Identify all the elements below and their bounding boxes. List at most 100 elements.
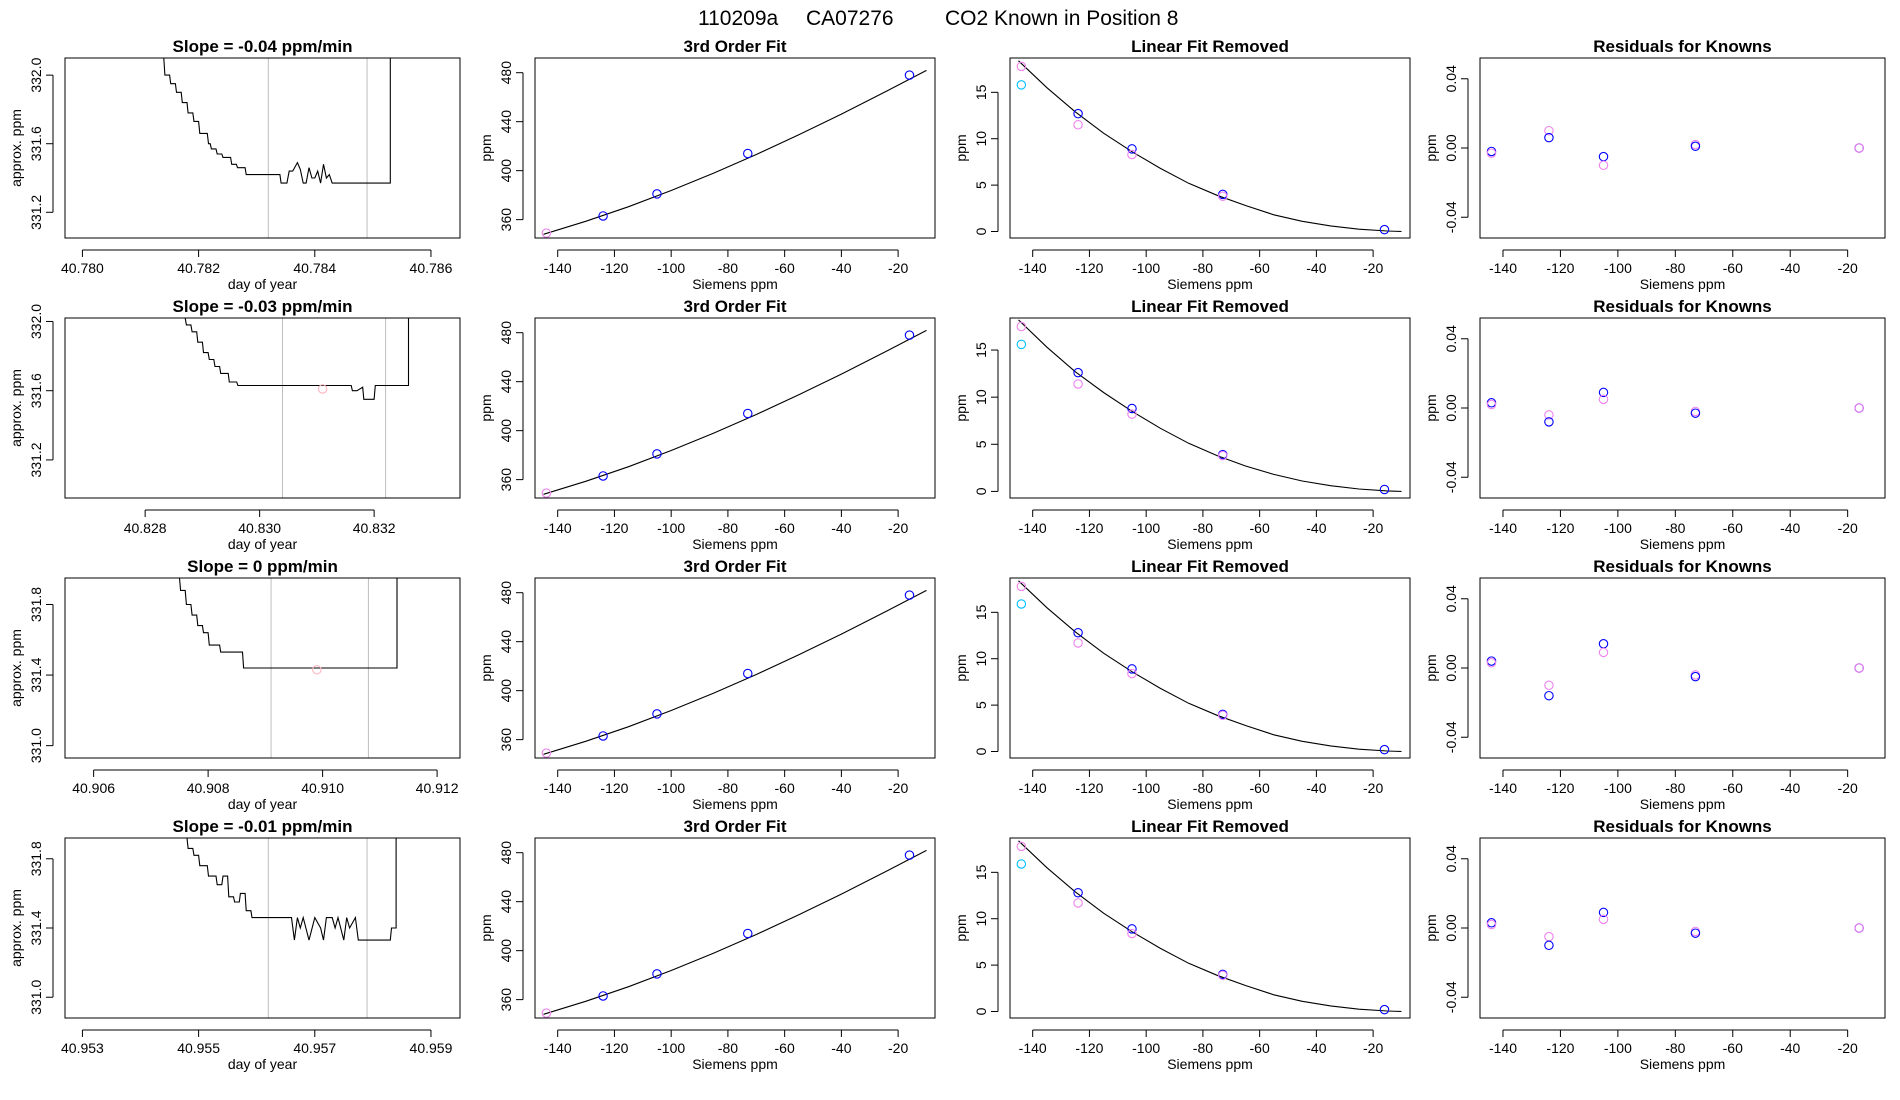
x-tick-label: -80 — [718, 780, 738, 796]
data-point — [1544, 680, 1554, 691]
x-axis-label: Siemens ppm — [692, 1056, 778, 1072]
x-axis-label: Siemens ppm — [1167, 796, 1253, 812]
x-tick-label: -100 — [1132, 520, 1160, 536]
y-tick-label: 0.04 — [1443, 65, 1459, 92]
data-point — [1486, 658, 1497, 668]
chart-panel-r3c2: 3rd Order Fit -140 -120 -100 -80 -60 -40 -20 Sie… — [478, 557, 936, 812]
y-tick-label: 10 — [973, 911, 989, 927]
x-axis: -140 -120 -100 -80 -60 -40 -20 Siemens ppm — [1489, 509, 1858, 552]
y-tick-label: 480 — [498, 581, 514, 605]
x-tick-label: -20 — [1838, 260, 1858, 276]
y-tick-label: 331.6 — [28, 126, 44, 161]
x-tick-label: -120 — [600, 780, 628, 796]
y-tick-label: 5 — [973, 181, 989, 189]
chart-panel-r3c4: Residuals for Knowns -140 -120 -100 -80 -60 -4… — [1423, 557, 1886, 812]
x-tick-label: -140 — [544, 780, 572, 796]
data-point — [904, 590, 915, 600]
x-tick-label: -80 — [1665, 520, 1685, 536]
plot-frame — [64, 837, 461, 1019]
y-tick-label: 15 — [973, 864, 989, 880]
x-axis: -140 -120 -100 -80 -60 -40 -20 Siemens ppm — [1489, 1029, 1858, 1072]
y-tick-label: 360 — [498, 728, 514, 752]
x-tick-label: 40.782 — [177, 260, 220, 276]
x-tick-label: 40.832 — [353, 520, 396, 536]
x-tick-label: -80 — [718, 260, 738, 276]
data-point — [1854, 923, 1864, 933]
x-axis: 40.828 40.830 40.832 day of year — [124, 509, 396, 552]
y-axis: 331.2 331.6 332.0 approx. ppm — [8, 57, 54, 230]
y-tick-label: 332.0 — [28, 304, 44, 339]
y-tick-label: -0.04 — [1443, 981, 1459, 1013]
panel-title: Slope = -0.03 ppm/min — [173, 297, 353, 316]
data-point — [1073, 887, 1083, 898]
y-axis: 0 5 10 15 ppm — [953, 342, 999, 495]
panel-title: Slope = 0 ppm/min — [187, 557, 338, 576]
data-point — [1598, 387, 1609, 398]
x-tick-label: -120 — [1075, 1040, 1103, 1056]
data-point — [1127, 403, 1137, 414]
x-tick-label: -20 — [1838, 780, 1858, 796]
data-point — [1218, 191, 1228, 201]
x-axis-label: Siemens ppm — [1640, 276, 1726, 292]
plot-area — [1016, 580, 1402, 755]
plot-frame — [1479, 837, 1886, 1019]
x-tick-label: -120 — [1546, 780, 1574, 796]
y-axis-label: ppm — [1423, 394, 1439, 421]
y-tick-label: 0 — [973, 487, 989, 495]
plot-frame — [64, 317, 461, 499]
y-tick-label: 400 — [498, 159, 514, 183]
data-point — [1073, 367, 1083, 378]
x-axis: -140 -120 -100 -80 -60 -40 -20 Siemens ppm — [1489, 769, 1858, 812]
y-tick-label: -0.04 — [1443, 721, 1459, 753]
y-tick-label: 360 — [498, 208, 514, 232]
y-axis: 360 400 440 480 ppm — [478, 61, 524, 232]
x-tick-label: -60 — [775, 520, 795, 536]
chart-panel-r1c4: Residuals for Knowns -140 -120 -100 -80 -60 -4… — [1423, 37, 1886, 292]
data-point — [598, 211, 608, 221]
y-tick-label: 15 — [973, 342, 989, 358]
y-axis-label: ppm — [1423, 654, 1439, 681]
plot-frame — [64, 577, 461, 759]
x-tick-label: -100 — [1604, 780, 1632, 796]
x-tick-label: -140 — [544, 1040, 572, 1056]
y-tick-label: 10 — [973, 131, 989, 147]
plot-area — [1486, 639, 1864, 701]
y-tick-label: 331.2 — [28, 442, 44, 477]
x-tick-label: -40 — [1780, 780, 1800, 796]
plot-frame — [1479, 57, 1886, 239]
x-axis: -140 -120 -100 -80 -60 -40 -20 Siemens ppm — [1019, 509, 1383, 552]
data-point — [652, 189, 662, 199]
data-point — [1016, 841, 1027, 852]
x-tick-label: -100 — [657, 260, 685, 276]
y-tick-label: 480 — [498, 841, 514, 865]
panel-title: Residuals for Knowns — [1593, 297, 1772, 316]
y-axis-label: ppm — [1423, 914, 1439, 941]
data-point — [1073, 379, 1083, 389]
y-axis: 360 400 440 480 ppm — [478, 581, 524, 752]
data-point — [1544, 940, 1554, 951]
data-point — [1544, 125, 1554, 136]
x-axis: -140 -120 -100 -80 -60 -40 -20 Siemens ppm — [1019, 769, 1383, 812]
y-axis-label: ppm — [953, 654, 969, 681]
x-tick-label: -60 — [1250, 520, 1270, 536]
x-tick-label: 40.908 — [187, 780, 230, 796]
x-tick-label: -60 — [775, 1040, 795, 1056]
data-point — [1544, 931, 1554, 942]
x-axis-label: day of year — [228, 536, 298, 552]
y-tick-label: 15 — [973, 604, 989, 620]
data-point — [743, 928, 753, 939]
y-axis: 360 400 440 480 ppm — [478, 841, 524, 1011]
chart-panel-r2c4: Residuals for Knowns -140 -120 -100 -80 -60 -4… — [1423, 297, 1886, 552]
y-tick-label: 332.0 — [28, 57, 44, 92]
x-tick-label: -40 — [1780, 260, 1800, 276]
x-tick-label: -120 — [1075, 780, 1103, 796]
x-axis: 40.906 40.908 40.910 40.912 day of year — [72, 769, 459, 812]
plot-frame — [534, 57, 936, 239]
x-tick-label: -20 — [1363, 520, 1383, 536]
data-point — [1127, 409, 1137, 419]
data-point — [1218, 450, 1228, 461]
x-tick-label: 40.780 — [61, 260, 104, 276]
